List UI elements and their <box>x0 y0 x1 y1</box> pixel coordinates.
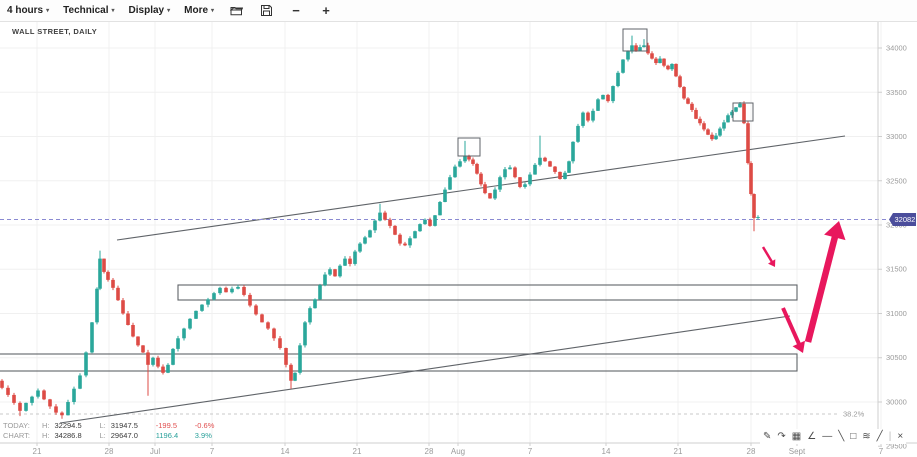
annotation-box <box>622 28 648 52</box>
rectangle-tool-icon[interactable]: □ <box>850 430 857 442</box>
y-axis-label: 34000 <box>886 44 907 53</box>
x-axis-label: 21 <box>674 447 683 456</box>
chart-change-value: 1196.4 <box>155 431 179 440</box>
technical-label: Technical <box>63 5 109 16</box>
today-low-value: 31947.5 <box>110 421 138 430</box>
x-axis-label: 7 <box>528 447 533 456</box>
zoom-out-button[interactable]: − <box>292 3 300 18</box>
low-label: L: <box>99 431 106 440</box>
display-dropdown[interactable]: Display ▾ <box>129 5 171 16</box>
more-dropdown[interactable]: More ▾ <box>184 5 214 16</box>
instrument-watermark: WALL STREET, DAILY <box>12 27 98 36</box>
x-axis-label: Jul <box>150 447 160 456</box>
candlestick-series <box>0 35 760 419</box>
x-axis-label: 28 <box>425 447 434 456</box>
drawn-arrow-head <box>824 221 846 241</box>
chevron-down-icon: ▾ <box>167 8 171 14</box>
chart-low-value: 29647.0 <box>110 431 138 440</box>
y-axis-label: 30500 <box>886 353 907 362</box>
chart-toolbar: 4 hours ▾ Technical ▾ Display ▾ More ▾ −… <box>0 0 917 22</box>
drawn-arrow-head <box>768 259 776 267</box>
fib-grid-icon[interactable]: ▦ <box>791 430 802 442</box>
current-price-value: 32082 <box>895 215 916 224</box>
display-label: Display <box>128 5 165 16</box>
y-axis-label: 32500 <box>886 176 907 185</box>
drawing-toolbar: ✎ ↷ ▦ ∠ — ╲ □ ≋ ╱ | × <box>760 429 907 444</box>
drawn-arrow <box>804 235 839 343</box>
annotation-box <box>732 102 754 122</box>
annotation-box <box>457 137 481 157</box>
drawn-arrow-head <box>792 340 805 353</box>
today-label: TODAY: <box>3 421 30 430</box>
timeframe-dropdown[interactable]: 4 hours ▾ <box>7 5 49 16</box>
chevron-down-icon: ▾ <box>111 8 115 14</box>
fib-38-label: 38.2% <box>843 410 865 419</box>
x-axis-label: Aug <box>451 447 465 456</box>
draw-pencil-icon[interactable]: ✎ <box>763 430 772 442</box>
wave-pattern-icon[interactable]: ≋ <box>862 430 871 442</box>
chart-high-value: 34286.8 <box>54 431 82 440</box>
today-change-value: -199.5 <box>155 421 178 430</box>
high-label: H: <box>42 431 50 440</box>
chart-change-pct: 3.9% <box>194 431 212 440</box>
x-axis-label: 14 <box>602 447 611 456</box>
more-label: More <box>184 5 209 16</box>
today-change-pct: -0.6% <box>194 421 215 430</box>
toolbar-separator: | <box>888 430 892 442</box>
save-icon[interactable] <box>258 3 274 19</box>
x-axis-label: 28 <box>105 447 114 456</box>
x-axis-label: 7 <box>210 447 215 456</box>
horizontal-line-icon[interactable]: — <box>822 430 833 442</box>
timeframe-label: 4 hours <box>7 5 44 16</box>
technical-dropdown[interactable]: Technical ▾ <box>63 5 114 16</box>
fan-lines-icon[interactable]: ∠ <box>807 430 817 442</box>
ray-line-icon[interactable]: ╱ <box>876 430 883 442</box>
arrow-tool-icon[interactable]: ↷ <box>777 430 786 442</box>
x-axis-label: Sept <box>789 447 806 456</box>
y-axis-label: 33000 <box>886 132 907 141</box>
y-axis-label: 29500 <box>886 442 907 451</box>
today-stats-row: TODAY: H: 32294.5 L: 31947.5 -199.5 -0.6… <box>3 421 229 431</box>
y-axis-label: 31000 <box>886 309 907 318</box>
y-axis-label: 30000 <box>886 397 907 406</box>
chevron-down-icon: ▾ <box>46 8 50 14</box>
zoom-in-button[interactable]: + <box>322 3 330 18</box>
open-folder-icon[interactable] <box>228 3 244 19</box>
current-price-badge[interactable] <box>889 213 916 226</box>
x-axis-label: 7 <box>879 447 884 456</box>
chart-label: CHART: <box>3 431 30 440</box>
drawn-arrow <box>761 246 774 263</box>
x-axis-label: 21 <box>353 447 362 456</box>
x-axis-label: 21 <box>33 447 42 456</box>
support-resistance-zone <box>177 284 798 301</box>
y-axis-label: 33500 <box>886 88 907 97</box>
low-label: L: <box>99 421 106 430</box>
today-high-value: 32294.5 <box>54 421 82 430</box>
chart-stats-row: CHART: H: 34286.8 L: 29647.0 1196.4 3.9% <box>3 431 229 441</box>
drawn-arrow <box>781 307 802 346</box>
trendline <box>116 135 846 241</box>
close-icon[interactable]: × <box>897 430 904 442</box>
session-stats: TODAY: H: 32294.5 L: 31947.5 -199.5 -0.6… <box>3 421 229 441</box>
x-axis-label: 28 <box>747 447 756 456</box>
high-label: H: <box>42 421 50 430</box>
trendline <box>59 315 791 424</box>
chevron-down-icon: ▾ <box>211 8 215 14</box>
support-resistance-zone <box>0 353 798 372</box>
x-axis-label: 14 <box>281 447 290 456</box>
trendline-icon[interactable]: ╲ <box>838 430 845 442</box>
y-axis-label: 31500 <box>886 265 907 274</box>
